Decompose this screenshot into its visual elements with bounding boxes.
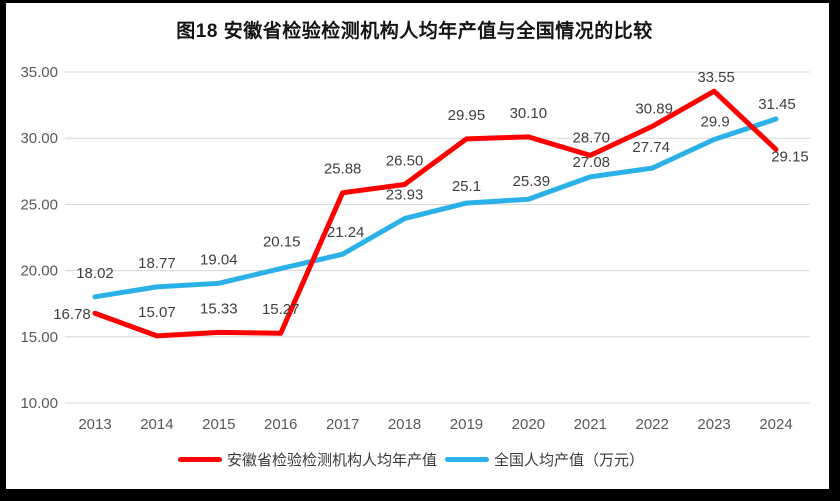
data-label-series-1: 31.45 xyxy=(758,96,796,113)
data-label-series-0: 28.70 xyxy=(572,129,610,146)
data-label-series-1: 18.02 xyxy=(76,265,114,282)
x-axis-tick-label: 2020 xyxy=(512,416,545,433)
chart-title: 图18 安徽省检验检测机构人均年产值与全国情况的比较 xyxy=(176,21,653,42)
legend-item-0: 安徽省检验检测机构人均年产值 xyxy=(177,449,437,470)
data-label-series-0: 15.27 xyxy=(262,301,300,318)
y-axis-tick-label: 15.00 xyxy=(20,329,58,346)
series-line-1 xyxy=(92,116,779,300)
x-axis-tick-label: 2023 xyxy=(697,416,730,433)
legend-label-0: 安徽省检验检测机构人均年产值 xyxy=(226,452,437,469)
data-label-series-1: 19.04 xyxy=(200,251,238,268)
data-label-series-1: 27.08 xyxy=(572,154,610,171)
y-axis-tick-label: 10.00 xyxy=(20,395,58,412)
data-label-series-1: 29.9 xyxy=(700,114,729,131)
data-label-series-1: 25.39 xyxy=(513,173,551,190)
data-label-series-1: 20.15 xyxy=(263,234,301,251)
x-axis-tick-label: 2017 xyxy=(326,416,359,433)
data-label-series-0: 15.33 xyxy=(200,300,238,317)
x-axis-tick-label: 2016 xyxy=(264,416,297,433)
legend-swatch-1 xyxy=(445,457,489,462)
legend-item-1: 全国人均产值（万元） xyxy=(445,449,644,470)
x-axis-tick-label: 2015 xyxy=(202,416,235,433)
x-axis-tick-label: 2013 xyxy=(78,416,111,433)
chart-legend: 安徽省检验检测机构人均年产值 全国人均产值（万元） xyxy=(6,449,816,470)
data-label-series-1: 21.24 xyxy=(327,224,365,241)
legend-swatch-0 xyxy=(177,457,222,462)
y-axis-tick-label: 25.00 xyxy=(20,196,58,213)
y-axis-tick-label: 35.00 xyxy=(20,64,58,81)
x-axis-tick-label: 2018 xyxy=(388,416,421,433)
y-axis-tick-label: 30.00 xyxy=(20,130,58,147)
x-axis-tick-label: 2014 xyxy=(140,416,173,433)
x-axis-tick-label: 2022 xyxy=(635,416,668,433)
data-label-series-1: 23.93 xyxy=(386,187,424,204)
data-label-series-0: 16.78 xyxy=(53,306,91,323)
x-axis-tick-label: 2024 xyxy=(759,416,792,433)
data-label-series-0: 15.07 xyxy=(138,304,176,321)
legend-label-1: 全国人均产值（万元） xyxy=(494,452,645,469)
x-axis-tick-label: 2019 xyxy=(450,416,483,433)
data-label-series-0: 30.10 xyxy=(510,105,548,122)
series-line-0 xyxy=(92,88,779,339)
data-label-series-0: 33.55 xyxy=(697,69,735,86)
data-label-series-0: 26.50 xyxy=(386,153,424,170)
data-label-series-0: 29.15 xyxy=(771,148,809,165)
x-axis-tick-label: 2021 xyxy=(574,416,607,433)
data-label-series-0: 29.95 xyxy=(448,107,486,124)
y-axis-tick-label: 20.00 xyxy=(20,263,58,280)
data-label-series-1: 25.1 xyxy=(452,178,481,195)
chart-background xyxy=(6,3,829,489)
data-label-series-0: 25.88 xyxy=(324,161,362,178)
data-label-series-1: 18.77 xyxy=(138,255,176,272)
data-label-series-1: 27.74 xyxy=(632,139,670,156)
data-label-series-0: 30.89 xyxy=(635,100,673,117)
